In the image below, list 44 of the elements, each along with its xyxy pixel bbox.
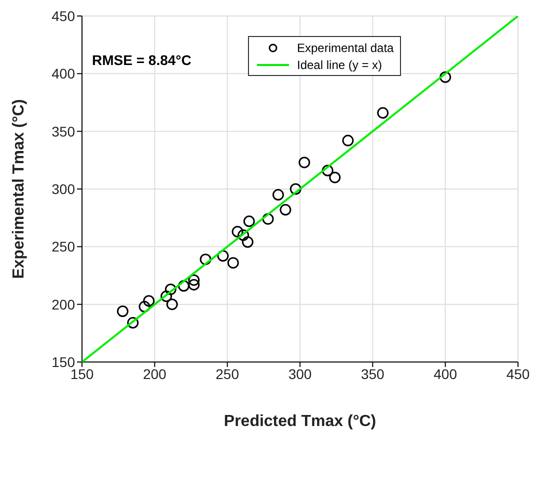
point bbox=[188, 274, 200, 286]
point bbox=[238, 229, 250, 241]
x-tick-label: 250 bbox=[216, 366, 240, 382]
point bbox=[322, 164, 334, 176]
x-tick-label: 400 bbox=[434, 366, 458, 382]
point bbox=[160, 290, 172, 302]
point bbox=[242, 236, 254, 248]
point bbox=[188, 278, 200, 290]
point bbox=[280, 204, 292, 216]
point bbox=[298, 156, 310, 168]
point bbox=[178, 280, 190, 292]
point bbox=[232, 226, 244, 238]
y-tick-label: 450 bbox=[52, 8, 76, 24]
point bbox=[116, 306, 128, 318]
x-tick-label: 450 bbox=[506, 366, 530, 382]
point bbox=[166, 298, 178, 310]
point bbox=[217, 250, 229, 262]
y-tick-label: 250 bbox=[52, 238, 76, 255]
point bbox=[200, 254, 212, 266]
x-axis-title: Predicted Tmax (°C) bbox=[224, 413, 376, 430]
point bbox=[127, 317, 139, 329]
legend-label: Ideal line (y = x) bbox=[297, 58, 382, 72]
point bbox=[227, 257, 239, 269]
x-tick-label: 300 bbox=[288, 366, 312, 382]
y-tick-label: 350 bbox=[52, 123, 76, 140]
x-tick-label: 350 bbox=[360, 366, 385, 382]
point bbox=[377, 107, 389, 119]
y-tick-label: 200 bbox=[52, 296, 76, 312]
x-tick-label: 200 bbox=[142, 366, 167, 382]
point bbox=[138, 300, 150, 312]
y-tick-label: 400 bbox=[52, 66, 76, 82]
point bbox=[290, 183, 302, 195]
annotation: RMSE = 8.84°C bbox=[92, 52, 192, 68]
legend-label: Experimental data bbox=[297, 40, 394, 54]
point bbox=[143, 295, 155, 307]
point bbox=[164, 284, 176, 296]
y-axis-title: Experimental Tmax (°C) bbox=[10, 99, 28, 279]
point bbox=[342, 134, 354, 146]
point bbox=[329, 172, 341, 184]
point bbox=[243, 216, 255, 228]
point bbox=[440, 71, 452, 83]
y-tick-label: 300 bbox=[52, 180, 76, 197]
point bbox=[262, 213, 274, 225]
point bbox=[272, 189, 284, 201]
